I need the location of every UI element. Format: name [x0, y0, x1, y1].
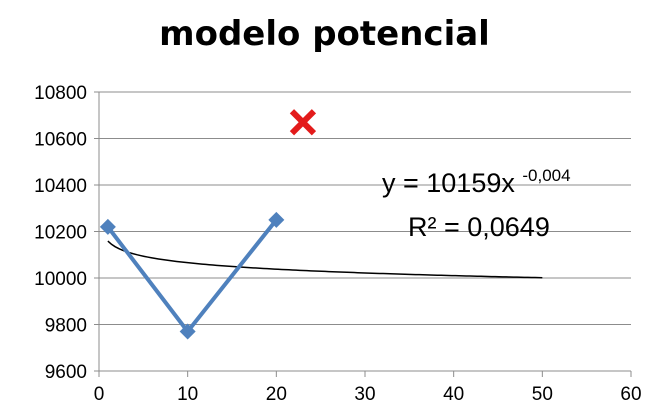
trendline-equation: y = 10159x -0,004: [382, 166, 571, 198]
y-tick-label-4: 10400: [34, 176, 87, 197]
x-tick-label-6: 60: [620, 384, 641, 405]
x-tick-label-3: 30: [354, 384, 375, 405]
trendline-equation-base: y = 10159x: [382, 168, 515, 198]
y-tick-label-6: 10800: [34, 83, 87, 104]
x-tick-label-2: 20: [266, 384, 287, 405]
series-layer: [99, 109, 317, 340]
trendline-r-squared: R² = 0,0649: [408, 212, 550, 242]
x-tick-label-4: 40: [443, 384, 464, 405]
axes: [94, 91, 632, 377]
y-tick-label-3: 10200: [34, 223, 87, 244]
x-tick-label-1: 10: [177, 384, 198, 405]
y-tick-label-0: 9600: [45, 362, 87, 383]
series-0-point-0: [99, 218, 116, 235]
y-tick-label-2: 10000: [34, 269, 87, 290]
y-tick-label-1: 9800: [45, 316, 87, 337]
tick-labels: 9600 9800 10000 10200 10400 10600 10800 0 10 20 30…: [34, 83, 641, 405]
series-0-point-1: [179, 323, 196, 340]
x-tick-label-0: 0: [94, 384, 105, 405]
gridlines: [99, 91, 631, 372]
series-0-point-2: [268, 211, 285, 228]
series-1-point-0: [289, 109, 317, 136]
trendline-curve: [107, 240, 543, 279]
series-0-line: [106, 218, 278, 334]
trendline-equation-exponent: -0,004: [522, 166, 570, 185]
x-marker-stroke-b: [289, 109, 317, 136]
x-tick-label-5: 50: [532, 384, 553, 405]
chart-title: modelo potencial: [159, 14, 490, 54]
y-tick-label-5: 10600: [34, 130, 87, 151]
trendline-layer: [107, 240, 543, 279]
